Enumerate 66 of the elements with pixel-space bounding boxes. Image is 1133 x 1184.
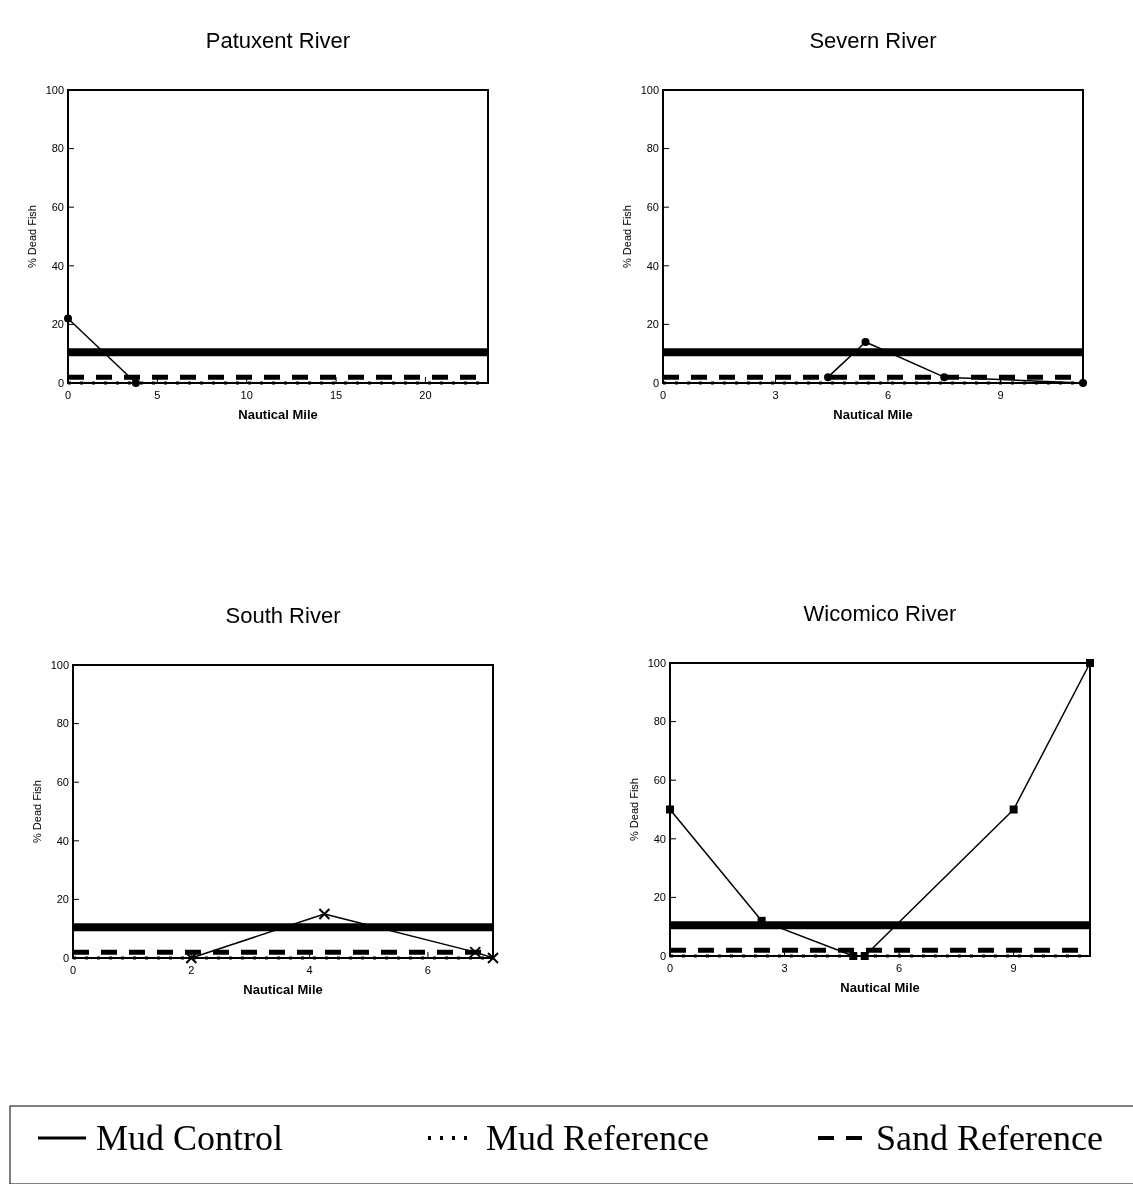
y-tick-label: 40 <box>653 832 666 845</box>
x-tick-label: 9 <box>1010 962 1017 974</box>
x-tick-label: 6 <box>424 964 431 976</box>
legend-label: Mud Reference <box>486 1118 709 1158</box>
x-tick-label: 15 <box>329 389 343 401</box>
x-tick-label: 6 <box>896 962 903 974</box>
point <box>861 337 870 346</box>
y-tick-label: 40 <box>56 834 69 847</box>
point <box>860 952 869 960</box>
y-tick-label: 60 <box>653 774 666 787</box>
x-axis-title: Nautical Mile <box>243 982 323 997</box>
y-tick-label: 100 <box>45 83 64 96</box>
y-tick-label: 80 <box>56 717 69 730</box>
x-tick-label: 0 <box>69 964 77 976</box>
y-axis-title: % Dead Fish <box>621 205 633 268</box>
y-tick-label: 0 <box>57 376 64 389</box>
x-axis-title: Nautical Mile <box>840 980 920 995</box>
y-axis-title: % Dead Fish <box>26 205 38 268</box>
y-tick-label: 100 <box>647 656 666 669</box>
point <box>849 952 858 960</box>
x-tick-label: 6 <box>884 389 892 401</box>
y-tick-label: 40 <box>51 259 64 272</box>
y-tick-label: 0 <box>62 951 69 964</box>
x-tick-label: 5 <box>154 389 161 401</box>
point <box>318 908 331 921</box>
point <box>487 952 499 964</box>
point <box>1079 379 1087 387</box>
x-tick-label: 4 <box>306 964 313 976</box>
chart-title: South River <box>225 603 341 628</box>
point <box>824 373 832 382</box>
y-tick-label: 80 <box>51 142 64 155</box>
x-tick-label: 3 <box>772 389 779 401</box>
y-tick-label: 60 <box>56 776 69 789</box>
x-tick-label: 2 <box>188 964 195 976</box>
y-tick-label: 20 <box>646 318 659 331</box>
x-axis-title: Nautical Mile <box>833 407 913 422</box>
point <box>940 373 949 382</box>
chart-title: Wicomico River <box>803 601 957 626</box>
x-tick-label: 9 <box>997 389 1004 401</box>
point <box>666 805 674 814</box>
x-tick-label: 10 <box>240 389 253 401</box>
point <box>1009 805 1018 814</box>
y-axis-title: % Dead Fish <box>628 778 640 841</box>
x-tick-label: 0 <box>666 962 674 974</box>
y-axis-title: % Dead Fish <box>31 780 43 843</box>
point <box>1086 659 1094 667</box>
y-tick-label: 20 <box>51 318 64 331</box>
y-tick-label: 40 <box>646 259 659 272</box>
legend-label: Sand Reference <box>876 1118 1103 1158</box>
y-tick-label: 100 <box>50 658 69 671</box>
y-tick-label: 20 <box>56 893 69 906</box>
x-tick-label: 20 <box>419 389 432 401</box>
chart-title: Severn River <box>809 28 937 53</box>
y-tick-label: 100 <box>640 83 659 96</box>
y-tick-label: 0 <box>652 376 659 389</box>
y-tick-label: 0 <box>659 949 666 962</box>
chart-title: Patuxent River <box>205 28 351 53</box>
y-tick-label: 60 <box>646 201 659 214</box>
legend-label: Mud Control <box>96 1118 284 1158</box>
y-tick-label: 80 <box>646 142 659 155</box>
y-tick-label: 80 <box>653 715 666 728</box>
line-series <box>666 659 1094 960</box>
y-tick-label: 60 <box>51 201 64 214</box>
y-tick-label: 20 <box>653 891 666 904</box>
x-axis-title: Nautical Mile <box>238 407 318 422</box>
x-tick-label: 3 <box>781 962 788 974</box>
